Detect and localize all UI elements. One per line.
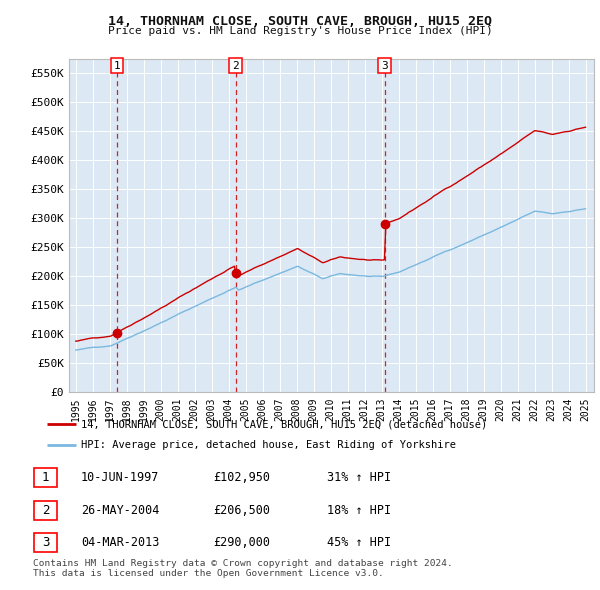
Text: 26-MAY-2004: 26-MAY-2004: [81, 504, 160, 517]
Text: £290,000: £290,000: [213, 536, 270, 549]
Text: 3: 3: [42, 536, 49, 549]
Text: Price paid vs. HM Land Registry's House Price Index (HPI): Price paid vs. HM Land Registry's House …: [107, 26, 493, 36]
Text: 31% ↑ HPI: 31% ↑ HPI: [327, 471, 391, 484]
Text: 2: 2: [42, 504, 49, 517]
Text: 14, THORNHAM CLOSE, SOUTH CAVE, BROUGH, HU15 2EQ: 14, THORNHAM CLOSE, SOUTH CAVE, BROUGH, …: [108, 15, 492, 28]
Text: This data is licensed under the Open Government Licence v3.0.: This data is licensed under the Open Gov…: [33, 569, 384, 578]
Text: £206,500: £206,500: [213, 504, 270, 517]
Text: Contains HM Land Registry data © Crown copyright and database right 2024.: Contains HM Land Registry data © Crown c…: [33, 559, 453, 568]
Text: 04-MAR-2013: 04-MAR-2013: [81, 536, 160, 549]
Text: 14, THORNHAM CLOSE, SOUTH CAVE, BROUGH, HU15 2EQ (detached house): 14, THORNHAM CLOSE, SOUTH CAVE, BROUGH, …: [81, 419, 487, 429]
Text: 18% ↑ HPI: 18% ↑ HPI: [327, 504, 391, 517]
Text: 45% ↑ HPI: 45% ↑ HPI: [327, 536, 391, 549]
Text: 2: 2: [232, 61, 239, 71]
Text: 1: 1: [114, 61, 121, 71]
Text: 10-JUN-1997: 10-JUN-1997: [81, 471, 160, 484]
Text: £102,950: £102,950: [213, 471, 270, 484]
Text: 3: 3: [381, 61, 388, 71]
Text: 1: 1: [42, 471, 49, 484]
Text: HPI: Average price, detached house, East Riding of Yorkshire: HPI: Average price, detached house, East…: [81, 441, 456, 450]
